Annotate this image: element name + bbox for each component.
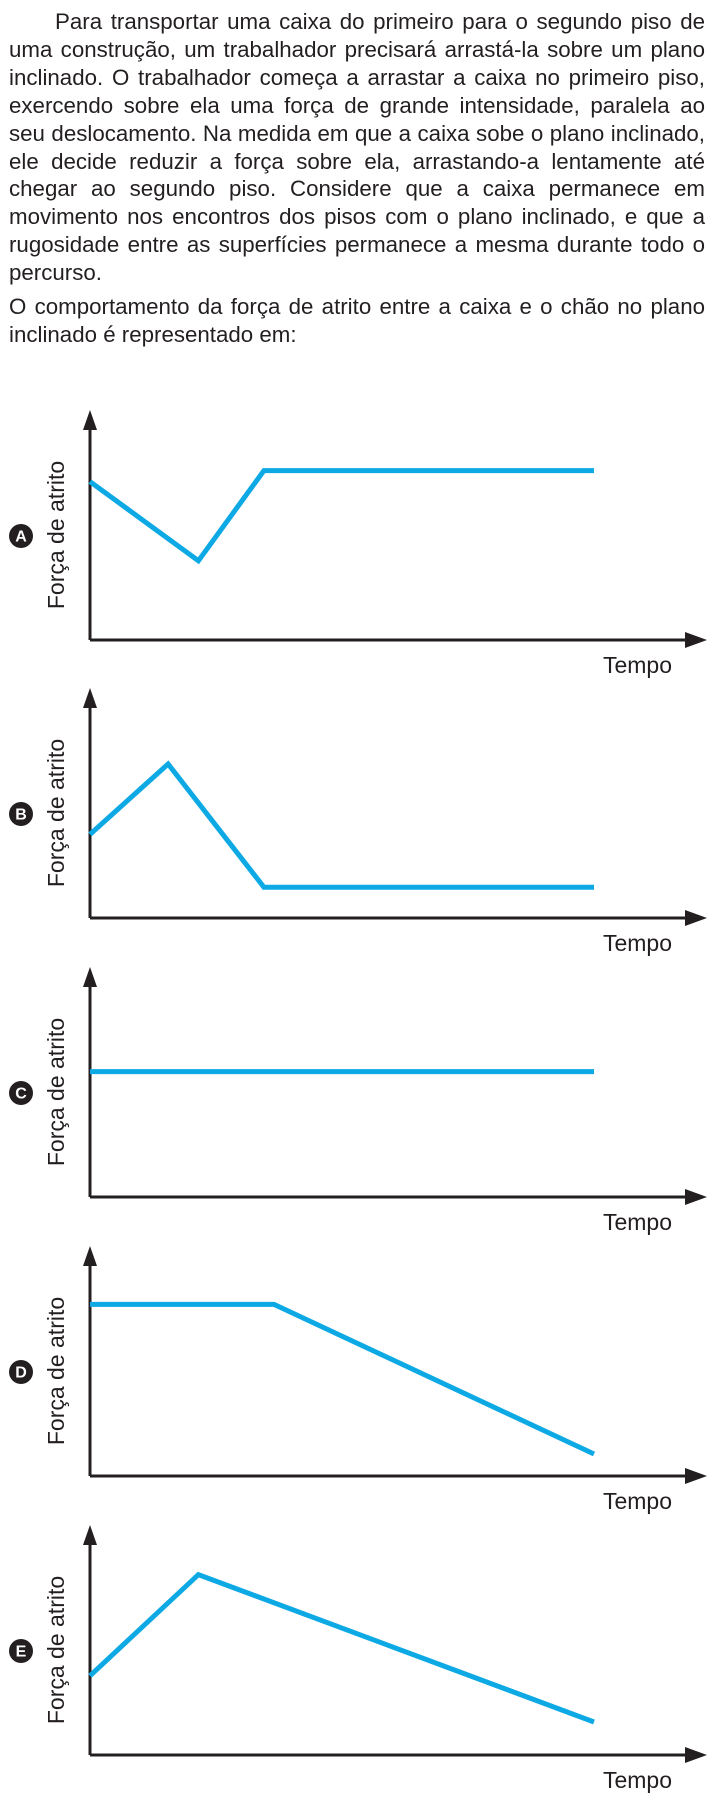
option-badge-e[interactable]: E (9, 1639, 33, 1663)
series-line (88, 760, 594, 890)
option-badge-circle-icon (9, 802, 33, 826)
option-letter: B (15, 807, 27, 824)
y-axis-arrow-icon (83, 688, 97, 708)
option-badge-circle-icon (9, 524, 33, 548)
chart-c: Força de atrito Tempo C (9, 967, 707, 1235)
series-line (90, 1301, 596, 1457)
option-a[interactable]: Força de atrito Tempo A (0, 390, 714, 678)
chart-d: Força de atrito Tempo D (9, 1246, 707, 1514)
x-axis-label: Tempo (603, 652, 672, 678)
question-intro: Para transportar uma caixa do primeiro p… (9, 9, 705, 286)
chart-a: Força de atrito Tempo A (9, 410, 707, 678)
y-axis-label: Força de atrito (43, 461, 69, 609)
x-axis-label: Tempo (603, 1488, 672, 1514)
x-axis-arrow-icon (685, 1468, 707, 1484)
option-letter: C (15, 1086, 27, 1103)
option-letter: E (16, 1644, 27, 1661)
x-axis-label: Tempo (603, 1767, 672, 1793)
option-badge-circle-icon (9, 1081, 33, 1105)
option-badge-c[interactable]: C (9, 1081, 33, 1105)
question-prompt: O comportamento da força de atrito entre… (9, 294, 705, 347)
option-badge-b[interactable]: B (9, 802, 33, 826)
y-axis-label: Força de atrito (43, 739, 69, 887)
option-b[interactable]: Força de atrito Tempo B (0, 668, 714, 956)
x-axis-arrow-icon (685, 1747, 707, 1763)
series-line (88, 1571, 595, 1725)
series-line (88, 468, 594, 565)
option-badge-a[interactable]: A (9, 524, 33, 548)
y-axis-arrow-icon (83, 410, 97, 430)
option-letter: A (15, 529, 27, 546)
x-axis-arrow-icon (685, 910, 707, 926)
option-badge-d[interactable]: D (9, 1360, 33, 1384)
y-axis-label: Força de atrito (43, 1576, 69, 1724)
x-axis-arrow-icon (685, 1189, 707, 1205)
option-badge-circle-icon (9, 1639, 33, 1663)
x-axis-arrow-icon (685, 632, 707, 648)
chart-e: Força de atrito Tempo E (9, 1525, 707, 1793)
y-axis-label: Força de atrito (43, 1018, 69, 1166)
option-badge-circle-icon (9, 1360, 33, 1384)
y-axis-arrow-icon (83, 967, 97, 987)
chart-b: Força de atrito Tempo B (9, 688, 707, 956)
option-d[interactable]: Força de atrito Tempo D (0, 1226, 714, 1514)
y-axis-arrow-icon (83, 1246, 97, 1266)
option-c[interactable]: Força de atrito Tempo C (0, 947, 714, 1235)
option-e[interactable]: Força de atrito Tempo E (0, 1505, 714, 1793)
y-axis-arrow-icon (83, 1525, 97, 1545)
x-axis-label: Tempo (603, 930, 672, 956)
option-letter: D (15, 1365, 27, 1382)
x-axis-label: Tempo (603, 1209, 672, 1235)
question-text: Para transportar uma caixa do primeiro p… (9, 8, 705, 349)
y-axis-label: Força de atrito (43, 1297, 69, 1445)
